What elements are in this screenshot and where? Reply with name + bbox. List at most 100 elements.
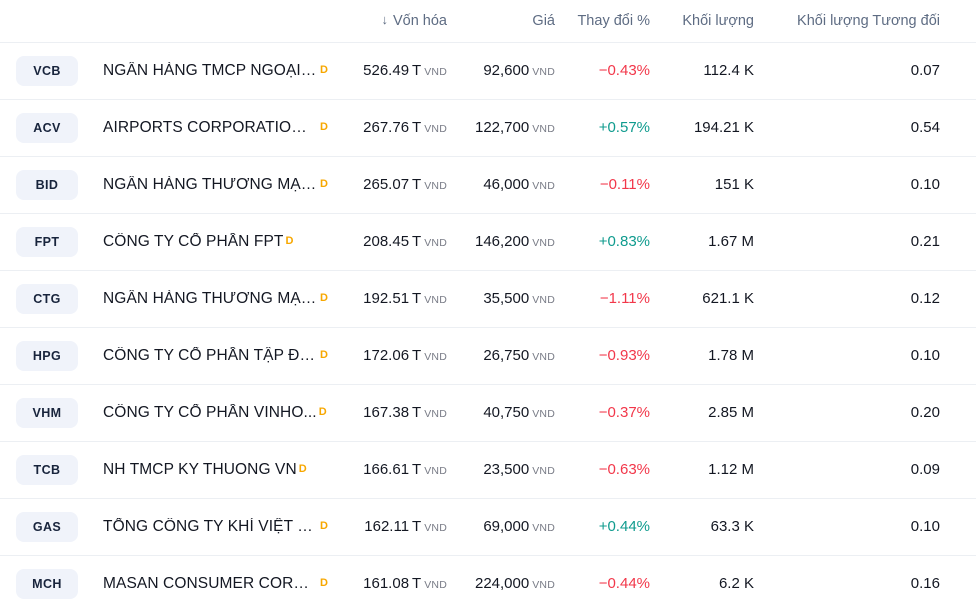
market-cap-magnitude: T (412, 290, 422, 307)
table-row[interactable]: FPT CÔNG TY CỔ PHẦN FPT D 208.45 T VND 146,200… (0, 212, 976, 270)
volume-value: 151 K (714, 176, 754, 193)
cell-relative-volume: 0.20 (763, 383, 976, 441)
relative-volume-value: 0.54 (910, 119, 940, 136)
price-value: 35,500 (483, 290, 530, 307)
column-header-volume[interactable]: Khối lượng (659, 0, 763, 42)
column-header-market-cap[interactable]: ↓ Vốn hóa (340, 0, 453, 42)
ticker-badge[interactable]: GAS (16, 511, 78, 542)
exchange-badge: D (320, 519, 328, 532)
relative-volume-value: 0.10 (910, 176, 940, 193)
cell-price: 224,000 VND (453, 554, 561, 612)
column-header-relative-volume[interactable]: Khối lượng Tương đối (763, 0, 976, 42)
price-value: 92,600 (483, 62, 530, 79)
ticker-badge[interactable]: CTG (16, 283, 78, 314)
company-name: AIRPORTS CORPORATION O... (103, 118, 318, 136)
cell-symbol[interactable]: MCH MASAN CONSUMER CORPOR... D (0, 554, 340, 612)
market-cap-magnitude: T (412, 518, 422, 535)
market-cap-value: 526.49 (363, 62, 410, 79)
volume-value: 6.2 K (718, 575, 754, 593)
table-row[interactable]: VHM CÔNG TY CỔ PHẦN VINHO... D 167.38 T VND 40… (0, 383, 976, 441)
cell-symbol[interactable]: CTG NGÂN HÀNG THƯƠNG MẠI ... D (0, 269, 340, 327)
table-row[interactable]: BID NGÂN HÀNG THƯƠNG MẠI ... D 265.07 T VND 46… (0, 155, 976, 213)
cell-volume: 1.67 M (659, 212, 763, 270)
volume-value: 621.1 K (702, 290, 754, 307)
ticker-badge[interactable]: ACV (16, 112, 78, 143)
price-unit: VND (532, 351, 555, 363)
market-cap-magnitude: T (412, 233, 422, 250)
cell-symbol[interactable]: ACV AIRPORTS CORPORATION O... D (0, 98, 340, 156)
cell-symbol[interactable]: FPT CÔNG TY CỔ PHẦN FPT D (0, 212, 340, 270)
volume-value: 2.85 M (708, 404, 754, 421)
table-row[interactable]: MCH MASAN CONSUMER CORPOR... D 161.08 T VND 22… (0, 554, 976, 612)
cell-price: 92,600 VND (453, 41, 561, 99)
cell-market-cap: 267.76 T VND (340, 98, 453, 156)
cell-market-cap: 167.38 T VND (340, 383, 453, 441)
table-body: VCB NGÂN HÀNG TMCP NGOẠI T... D 526.49 T VND 9… (0, 41, 976, 612)
ticker-badge[interactable]: TCB (16, 454, 78, 485)
cell-symbol[interactable]: TCB NH TMCP KY THUONG VN D (0, 440, 340, 498)
cell-volume: 112.4 K (659, 41, 763, 99)
price-unit: VND (532, 294, 555, 306)
volume-value: 194.21 K (693, 119, 754, 136)
cell-change-percent: −0.93% (561, 326, 659, 384)
market-cap-value: 166.61 (363, 461, 410, 478)
ticker-badge[interactable]: VCB (16, 55, 78, 86)
cell-symbol[interactable]: VCB NGÂN HÀNG TMCP NGOẠI T... D (0, 41, 340, 99)
relative-volume-value: 0.10 (910, 347, 940, 364)
column-header-volume-label: Khối lượng (682, 12, 754, 29)
market-cap-magnitude: T (412, 176, 422, 193)
ticker-badge[interactable]: FPT (16, 226, 78, 257)
cell-volume: 63.3 K (659, 497, 763, 555)
exchange-badge: D (318, 405, 327, 418)
cell-change-percent: +0.57% (561, 98, 659, 156)
symbol-wrapper: CTG NGÂN HÀNG THƯƠNG MẠI ... D (16, 283, 340, 314)
symbol-wrapper: VHM CÔNG TY CỔ PHẦN VINHO... D (16, 397, 340, 428)
cell-symbol[interactable]: VHM CÔNG TY CỔ PHẦN VINHO... D (0, 383, 340, 441)
symbol-wrapper: TCB NH TMCP KY THUONG VN D (16, 454, 340, 485)
ticker-badge[interactable]: BID (16, 169, 78, 200)
symbol-wrapper: ACV AIRPORTS CORPORATION O... D (16, 112, 340, 143)
column-header-change-percent[interactable]: Thay đổi % (561, 0, 659, 42)
volume-value: 1.12 M (708, 461, 754, 478)
price-unit: VND (532, 522, 555, 534)
price-value: 40,750 (483, 404, 530, 421)
cell-market-cap: 166.61 T VND (340, 440, 453, 498)
column-header-market-cap-label: Vốn hóa (392, 12, 447, 29)
cell-market-cap: 208.45 T VND (340, 212, 453, 270)
column-header-change-percent-label: Thay đổi % (577, 12, 650, 29)
change-percent-value: +0.44% (598, 518, 650, 535)
cell-relative-volume: 0.10 (763, 497, 976, 555)
ticker-badge[interactable]: MCH (16, 568, 78, 599)
symbol-wrapper: MCH MASAN CONSUMER CORPOR... D (16, 568, 340, 599)
market-cap-unit: VND (424, 351, 447, 363)
cell-price: 35,500 VND (453, 269, 561, 327)
market-cap-unit: VND (424, 465, 447, 477)
table-row[interactable]: CTG NGÂN HÀNG THƯƠNG MẠI ... D 192.51 T VND 35… (0, 269, 976, 327)
table-row[interactable]: ACV AIRPORTS CORPORATION O... D 267.76 T VND 1… (0, 98, 976, 156)
cell-symbol[interactable]: BID NGÂN HÀNG THƯƠNG MẠI ... D (0, 155, 340, 213)
relative-volume-value: 0.20 (910, 404, 940, 421)
column-header-symbol[interactable] (0, 0, 340, 42)
table-row[interactable]: GAS TỔNG CÔNG TY KHÍ VIỆT N... D 162.11 T VND… (0, 497, 976, 555)
cell-price: 23,500 VND (453, 440, 561, 498)
symbol-wrapper: VCB NGÂN HÀNG TMCP NGOẠI T... D (16, 55, 340, 86)
table-row[interactable]: TCB NH TMCP KY THUONG VN D 166.61 T VND 23,500… (0, 440, 976, 498)
cell-symbol[interactable]: HPG CÔNG TY CỔ PHẦN TẬP ĐO... D (0, 326, 340, 384)
company-name: CÔNG TY CỔ PHẦN TẬP ĐO... (103, 346, 318, 364)
market-cap-value: 265.07 (363, 176, 410, 193)
cell-volume: 1.78 M (659, 326, 763, 384)
ticker-badge[interactable]: HPG (16, 340, 78, 371)
market-cap-value: 192.51 (363, 290, 410, 307)
table-row[interactable]: VCB NGÂN HÀNG TMCP NGOẠI T... D 526.49 T VND 9… (0, 41, 976, 99)
column-header-price[interactable]: Giá (453, 0, 561, 42)
table-row[interactable]: HPG CÔNG TY CỔ PHẦN TẬP ĐO... D 172.06 T VND 2… (0, 326, 976, 384)
cell-symbol[interactable]: GAS TỔNG CÔNG TY KHÍ VIỆT N... D (0, 497, 340, 555)
ticker-badge[interactable]: VHM (16, 397, 78, 428)
cell-price: 46,000 VND (453, 155, 561, 213)
cell-volume: 621.1 K (659, 269, 763, 327)
exchange-badge: D (320, 291, 328, 304)
cell-change-percent: −1.11% (561, 269, 659, 327)
exchange-badge: D (298, 462, 307, 475)
market-cap-value: 172.06 (363, 347, 410, 364)
